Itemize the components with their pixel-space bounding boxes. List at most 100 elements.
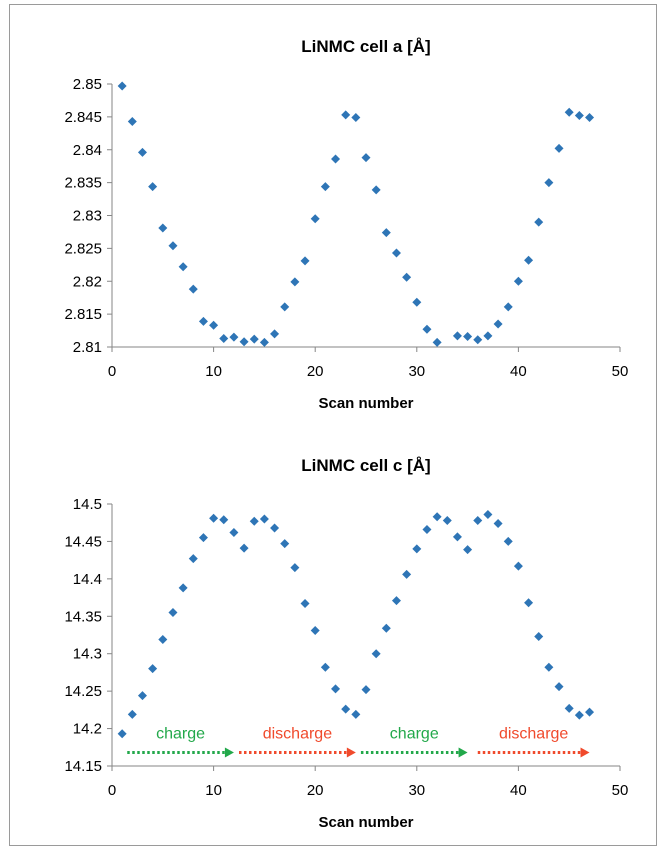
data-point: [209, 513, 219, 523]
discharge-arrow-head: [580, 747, 590, 758]
discharge-label: discharge: [263, 726, 332, 743]
discharge-arrow-head: [346, 747, 356, 758]
data-point: [127, 709, 137, 719]
data-point: [198, 316, 208, 326]
chart-title: LiNMC cell a [Å]: [301, 37, 430, 56]
y-tick-label: 14.35: [64, 608, 102, 625]
chart-title: LiNMC cell c [Å]: [301, 456, 430, 475]
y-tick-label: 14.3: [73, 646, 102, 663]
chart-cell-c: LiNMC cell c [Å] 14.15 14.2 14.25 14.3 14.35 1…: [64, 456, 628, 831]
data-point: [513, 561, 523, 571]
data-point: [503, 302, 513, 312]
data-point: [351, 709, 361, 719]
x-tick-label: 30: [408, 363, 425, 380]
y-tick-label: 2.84: [73, 142, 102, 159]
data-point: [564, 703, 574, 713]
data-point: [544, 662, 554, 672]
x-tick-label: 30: [408, 782, 425, 799]
data-point: [402, 569, 412, 579]
charge-arrow-head: [224, 747, 234, 758]
data-point: [198, 533, 208, 543]
data-point: [391, 248, 401, 258]
data-point: [320, 182, 330, 192]
chart-cell-a: LiNMC cell a [Å] 2.81 2.815 2.82 2.825 2.83 2.…: [64, 37, 628, 412]
figure-frame: [9, 4, 657, 846]
y-tick-label: 2.835: [64, 175, 102, 192]
data-point: [137, 147, 147, 157]
data-point: [585, 707, 595, 717]
data-point: [422, 324, 432, 334]
y-tick-label: 2.845: [64, 109, 102, 126]
x-tick-label: 50: [612, 363, 629, 380]
data-point: [300, 599, 310, 609]
data-point: [554, 143, 564, 153]
y-tick-label: 14.2: [73, 721, 102, 738]
data-point: [300, 256, 310, 266]
data-point: [391, 596, 401, 606]
data-point: [574, 710, 584, 720]
data-point: [270, 523, 280, 533]
data-point: [534, 217, 544, 227]
y-tick-label: 14.5: [73, 496, 102, 513]
data-point: [473, 515, 483, 525]
charge-label: charge: [390, 726, 439, 743]
discharge-annotation: discharge: [239, 726, 356, 758]
data-point: [381, 228, 391, 238]
data-point: [361, 685, 371, 695]
data-point: [117, 81, 127, 91]
y-tick-label: 14.45: [64, 533, 102, 550]
y-tick-label: 2.825: [64, 240, 102, 257]
data-point: [351, 113, 361, 123]
data-point: [158, 223, 168, 233]
data-point: [524, 255, 534, 265]
x-tick-label: 50: [612, 782, 629, 799]
data-point: [259, 514, 269, 524]
x-tick-label: 0: [108, 363, 116, 380]
data-point: [371, 649, 381, 659]
x-tick-label: 0: [108, 782, 116, 799]
data-point: [290, 277, 300, 287]
data-point: [585, 113, 595, 123]
data-point: [239, 543, 249, 553]
y-tick-label: 14.15: [64, 758, 102, 775]
x-tick-label: 20: [307, 782, 324, 799]
data-point: [148, 182, 158, 192]
discharge-annotation: discharge: [477, 726, 590, 758]
data-point: [259, 337, 269, 347]
x-tick-label: 10: [205, 782, 222, 799]
data-point: [432, 337, 442, 347]
data-point: [534, 631, 544, 641]
y-tick-label: 14.25: [64, 683, 102, 700]
data-point: [249, 516, 259, 526]
data-point: [503, 536, 513, 546]
data-point: [524, 598, 534, 608]
x-axis-label: Scan number: [318, 814, 413, 831]
x-tick-label: 40: [510, 782, 527, 799]
data-point: [564, 107, 574, 117]
data-point: [452, 331, 462, 341]
data-point: [249, 334, 259, 344]
data-point: [432, 512, 442, 522]
data-point: [473, 335, 483, 345]
data-point: [544, 178, 554, 188]
data-point: [493, 319, 503, 329]
data-point: [270, 329, 280, 339]
data-point: [229, 527, 239, 537]
data-point: [280, 302, 290, 312]
data-point: [574, 111, 584, 121]
charge-label: charge: [156, 726, 205, 743]
y-tick-label: 14.4: [73, 571, 102, 588]
data-point: [310, 214, 320, 224]
data-point: [158, 634, 168, 644]
data-point: [493, 518, 503, 528]
x-tick-label: 40: [510, 363, 527, 380]
x-axis-label: Scan number: [318, 395, 413, 412]
data-point: [168, 241, 178, 251]
data-point: [219, 333, 229, 343]
data-point: [361, 153, 371, 163]
data-point: [331, 684, 341, 694]
data-point: [412, 544, 422, 554]
data-point: [127, 116, 137, 126]
data-point: [280, 539, 290, 549]
